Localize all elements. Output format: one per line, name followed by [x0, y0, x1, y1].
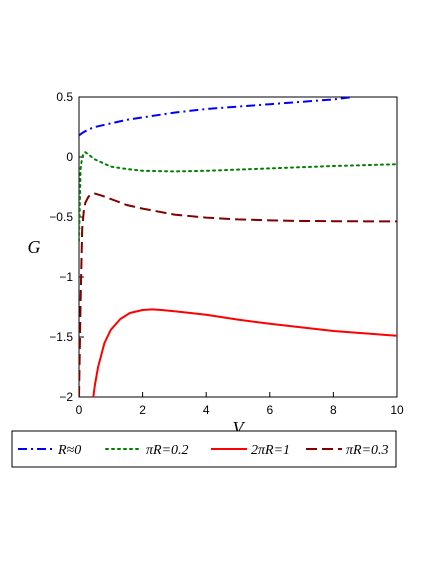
x-tick-label: 2	[139, 403, 146, 417]
series-line-2	[79, 151, 397, 242]
y-tick-label: −2	[59, 390, 73, 404]
legend-label-3: 2πR=1	[251, 443, 290, 458]
series-layer	[79, 97, 397, 397]
y-tick-label: −1	[59, 270, 73, 284]
legend-label-2: πR=0.2	[146, 443, 189, 458]
plot-frame	[78, 96, 398, 398]
legend-label-4: πR=0.3	[346, 443, 389, 458]
legend-label-1: R≈0	[57, 443, 81, 458]
legend-items: R≈0 πR=0.2 2πR=1 πR=0.3	[18, 443, 389, 458]
y-tick-label: 0	[66, 150, 73, 164]
x-tick-label: 4	[203, 403, 210, 417]
y-tick-label: −0.5	[49, 210, 73, 224]
x-tick-label: 10	[390, 403, 404, 417]
ticks-layer: 0 2 4 6 8 10 0.5 0 −0.5 −1 −1.5 −2	[49, 90, 404, 417]
y-axis-title: G	[28, 237, 41, 257]
series-line-1	[79, 97, 353, 137]
y-tick-label: −1.5	[49, 330, 73, 344]
legend-box	[11, 430, 397, 468]
x-tick-label: 0	[76, 403, 83, 417]
x-tick-label: 8	[330, 403, 337, 417]
series-line-4	[79, 192, 397, 397]
y-tick-label: 0.5	[56, 90, 73, 104]
series-line-3	[92, 308, 397, 397]
legend: R≈0 πR=0.2 2πR=1 πR=0.3	[11, 430, 397, 468]
x-tick-label: 6	[266, 403, 273, 417]
